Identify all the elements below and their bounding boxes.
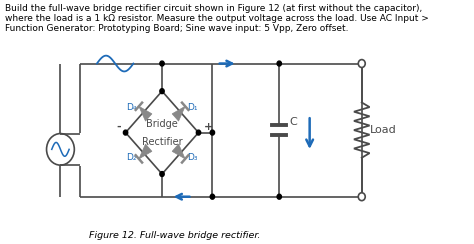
Text: Figure 12. Full-wave bridge rectifier.: Figure 12. Full-wave bridge rectifier.: [90, 231, 261, 240]
Text: Function Generator: Prototyping Board; Sine wave input: 5 Vpp, Zero offset.: Function Generator: Prototyping Board; S…: [5, 24, 348, 33]
Text: Build the full-wave bridge rectifier circuit shown in Figure 12 (at first withou: Build the full-wave bridge rectifier cir…: [5, 4, 422, 13]
Circle shape: [160, 89, 164, 94]
Text: Load: Load: [370, 125, 396, 135]
Text: Rectifier: Rectifier: [142, 137, 182, 147]
Circle shape: [358, 60, 365, 68]
Circle shape: [277, 61, 282, 66]
Circle shape: [358, 193, 365, 201]
Circle shape: [160, 61, 164, 66]
Circle shape: [210, 194, 215, 199]
Circle shape: [160, 172, 164, 176]
Polygon shape: [172, 106, 185, 121]
Polygon shape: [139, 144, 152, 159]
Text: where the load is a 1 kΩ resistor. Measure the output voltage across the load. U: where the load is a 1 kΩ resistor. Measu…: [5, 14, 429, 23]
Circle shape: [210, 130, 215, 135]
Text: C: C: [290, 117, 297, 127]
Text: D₄: D₄: [127, 103, 137, 112]
Circle shape: [277, 194, 282, 199]
Polygon shape: [172, 144, 185, 159]
Text: -: -: [117, 122, 121, 132]
Text: Bridge: Bridge: [146, 119, 178, 129]
Polygon shape: [139, 106, 152, 121]
Text: D₁: D₁: [187, 103, 198, 112]
Circle shape: [196, 130, 201, 135]
Text: D₂: D₂: [127, 153, 137, 162]
Circle shape: [123, 130, 128, 135]
Text: +: +: [204, 122, 213, 132]
Text: D₃: D₃: [187, 153, 198, 162]
